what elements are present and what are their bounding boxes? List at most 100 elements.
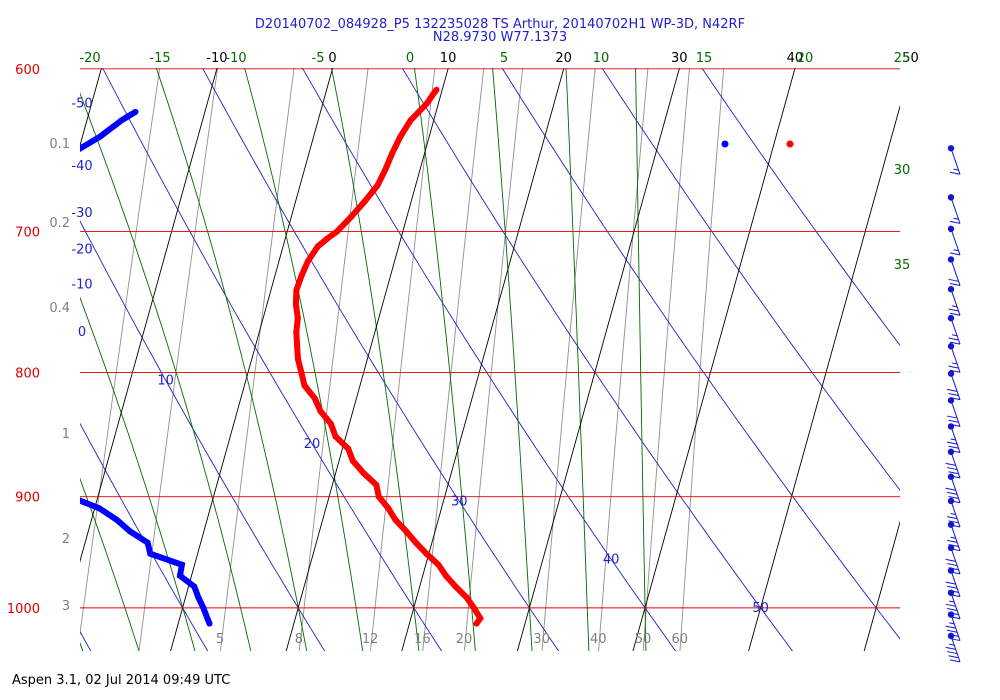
isobar-label: 900 — [15, 491, 40, 506]
moist-adiabat-line — [635, 68, 647, 651]
dewpoint-top-point — [721, 140, 729, 148]
temperature-point — [473, 620, 480, 627]
dewpoint-point — [177, 572, 183, 579]
moist-adiabat-line — [330, 68, 420, 651]
isotherm-line — [863, 520, 900, 651]
temperature-point — [298, 369, 305, 376]
isotherm-line — [170, 68, 334, 651]
wind-barb-feather — [945, 603, 956, 607]
wind-barb-feather — [950, 536, 956, 539]
temperature-point — [477, 615, 484, 622]
moist-adiabat-line — [80, 477, 140, 651]
temperature-point — [295, 356, 301, 363]
wind-barb-feather — [947, 629, 958, 633]
temperature-point — [392, 516, 399, 523]
wind-barb-feather — [952, 305, 958, 308]
temperature-tick-label: 20 — [555, 51, 572, 66]
mixing-ratio-label: 16 — [414, 632, 431, 647]
temperature-point — [407, 117, 414, 124]
mixing-ratio-label: 30 — [533, 632, 550, 647]
temperature-point — [397, 133, 404, 140]
chart-title: D20140702_084928_P5 132235028 TS Arthur,… — [254, 17, 746, 32]
wind-barb-staff — [950, 197, 961, 224]
dewpoint-point — [63, 470, 69, 476]
wind-barb-staff — [950, 317, 961, 345]
isotherm-line — [80, 68, 218, 563]
wind-barb-feather — [945, 462, 956, 466]
temperature-point — [470, 604, 477, 611]
wind-barb-feather — [948, 445, 959, 449]
dry-adiabat-label: -20 — [71, 242, 92, 257]
wind-barb-point — [947, 370, 955, 377]
temperature-point — [423, 550, 430, 557]
wind-barb-feather — [949, 252, 961, 256]
dry-adiabat-label: -50 — [71, 96, 92, 111]
mixing-ratio-label: 1 — [62, 427, 70, 442]
dry-adiabat-label: 0 — [78, 325, 86, 340]
dewpoint-point — [96, 505, 103, 512]
temperature-point — [403, 528, 410, 535]
isobars — [80, 68, 900, 609]
dry-adiabat-line — [301, 68, 677, 651]
mixing-ratio-label: 12 — [362, 632, 379, 647]
wind-barb-point — [947, 286, 955, 293]
dewpoint-point — [24, 433, 30, 439]
isotherm-line — [401, 68, 565, 651]
isotherm-line — [516, 68, 680, 651]
wind-barb-feather — [948, 655, 959, 659]
wind-barb-feather — [949, 171, 961, 175]
temperature-point — [301, 382, 308, 389]
mixing-ratio-label: 20 — [456, 632, 473, 647]
moist-adiabat-line — [80, 92, 252, 651]
temperature-point — [349, 457, 356, 464]
mixing-ratio-line — [369, 68, 436, 651]
wind-barb-feather — [947, 415, 958, 419]
wind-barb-feather — [952, 362, 958, 365]
temperature-point — [304, 258, 311, 265]
mixing-ratio-line — [0, 0, 77, 689]
dry-adiabat-label: 20 — [304, 437, 321, 452]
isobar-label: 1000 — [7, 602, 40, 617]
temperature-point — [374, 182, 381, 189]
wind-barb-feather — [947, 491, 958, 495]
dewpoint-point — [113, 516, 120, 523]
chart-title-block: D20140702_084928_P5 132235028 TS Arthur,… — [0, 18, 1000, 44]
mixing-ratio-label: 0.2 — [49, 216, 70, 231]
dewpoint-point — [96, 133, 103, 140]
wind-barb-feather — [952, 334, 958, 337]
temperature-tick-label: 50 — [902, 51, 919, 66]
wind-barb-feather — [948, 496, 959, 500]
dewpoint-point — [204, 615, 211, 622]
moist-adiabat-label: 5 — [500, 51, 508, 66]
sounding-series — [24, 86, 794, 627]
wind-barb-feather — [947, 607, 958, 611]
isotherm-line — [632, 68, 796, 651]
wind-barb-feather — [953, 217, 959, 220]
mixing-ratio-line — [541, 68, 596, 651]
wind-barb-point — [947, 343, 955, 350]
moist-adiabat-line — [244, 68, 364, 651]
wind-barb-feather — [949, 643, 955, 646]
temperature-top-point — [786, 140, 794, 148]
temperature-point — [323, 236, 330, 242]
temperature-point — [452, 583, 459, 590]
wind-barb-point — [947, 397, 955, 404]
dry-adiabat-label: 50 — [752, 601, 769, 616]
temperature-point — [327, 420, 334, 427]
wind-barb-staff — [950, 148, 961, 175]
dewpoint-point — [118, 117, 125, 124]
dewpoint-point — [206, 620, 213, 627]
dewpoint-point — [191, 583, 198, 590]
dewpoint-point — [70, 458, 76, 464]
mixing-ratio-label: 40 — [590, 632, 607, 647]
footer-timestamp: Aspen 3.1, 02 Jul 2014 09:49 UTC — [12, 673, 231, 688]
wind-barb-feather — [947, 651, 958, 655]
dewpoint-point — [25, 446, 31, 452]
moist-adiabat-label: 35 — [894, 258, 911, 273]
moist-adiabat-line — [80, 296, 196, 651]
dry-adiabat-label: 30 — [451, 494, 468, 509]
dry-adiabat-label: 10 — [157, 373, 174, 388]
